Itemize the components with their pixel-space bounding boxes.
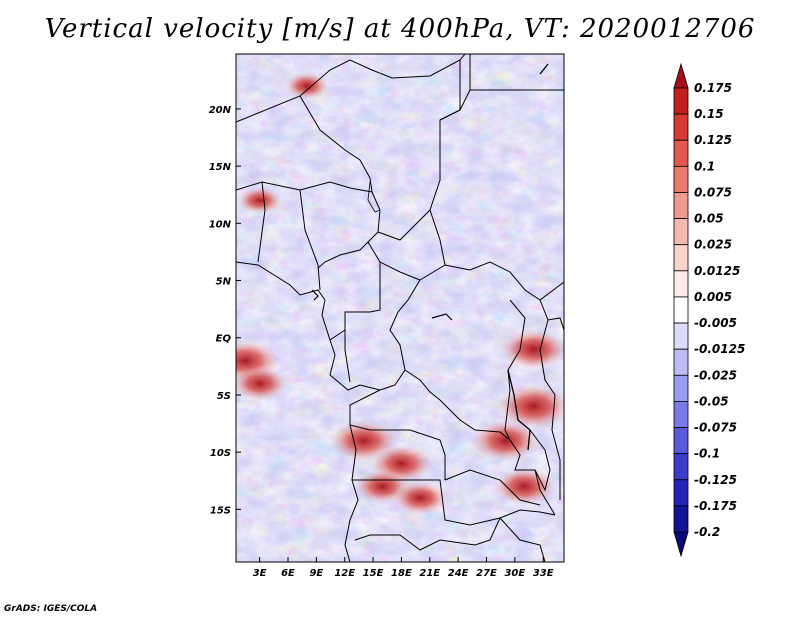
lat-label-5N: 5N: [216, 277, 232, 288]
colorbar-label: 0.15: [694, 107, 724, 121]
colorbar-segment-12: [673, 401, 689, 428]
colorbar-label: 0.175: [694, 81, 732, 95]
updraft-region-11: [237, 186, 282, 214]
colorbar: 0.175 0.15 0.125 0.1 0.075 0.05 0.025 0.0125 0.0…: [673, 62, 745, 558]
map-frame: [235, 53, 565, 563]
lat-label-15N: 15N: [209, 162, 232, 173]
lon-label-27E: 27E: [476, 568, 497, 579]
colorbar-label: 0.05: [694, 212, 724, 226]
colorbar-label: -0.2: [694, 525, 720, 539]
lon-label-18E: 18E: [391, 568, 412, 579]
lon-label-9E: 9E: [309, 568, 323, 579]
colorbar-label: -0.0125: [694, 342, 745, 356]
lon-label-30E: 30E: [504, 568, 525, 579]
lat-label-10S: 10S: [210, 448, 231, 459]
lat-label-15S: 15S: [210, 505, 231, 516]
lon-label-6E: 6E: [281, 568, 295, 579]
colorbar-label: 0.075: [694, 185, 732, 199]
chart-title: Vertical velocity [m/s] at 400hPa, VT: 2…: [44, 14, 756, 44]
colorbar-segment-0: [673, 87, 689, 115]
updraft-region-1: [236, 366, 288, 401]
colorbar-segment-11: [673, 374, 689, 402]
colorbar-segment-9: [673, 322, 689, 350]
colorbar-label: 0.0125: [694, 264, 740, 278]
colorbar-label: -0.005: [694, 316, 737, 330]
lon-label-21E: 21E: [419, 568, 440, 579]
colorbar-segment-4: [673, 192, 689, 219]
lon-label-3E: 3E: [253, 568, 267, 579]
colorbar-label: -0.175: [694, 499, 737, 513]
lat-label-5S: 5S: [217, 391, 231, 402]
updraft-region-7: [499, 328, 564, 370]
lon-label-24E: 24E: [448, 568, 469, 579]
velocity-field: [236, 54, 564, 562]
updraft-region-8: [493, 467, 556, 506]
colorbar-segment-1: [673, 113, 689, 141]
grads-credit: GrADS: IGES/COLA: [4, 604, 98, 614]
colorbar-segment-7: [673, 270, 689, 298]
colorbar-segment-10: [673, 348, 689, 376]
lon-label-12E: 12E: [334, 568, 355, 579]
colorbar-label: 0.1: [694, 159, 715, 173]
colorbar-label: 0.125: [694, 133, 732, 147]
colorbar-label: -0.025: [694, 368, 737, 382]
lon-label-33E: 33E: [533, 568, 554, 579]
colorbar-segment-8: [673, 296, 689, 324]
colorbar-label: -0.1: [694, 447, 720, 461]
country-borders: [236, 54, 564, 562]
updraft-region-9: [392, 480, 449, 515]
colorbar-min-arrow: [673, 531, 689, 558]
colorbar-label: 0.025: [694, 238, 732, 252]
colorbar-label: 0.005: [694, 290, 732, 304]
colorbar-segment-2: [673, 139, 689, 167]
colorbar-max-arrow: [673, 62, 689, 89]
colorbar-segment-13: [673, 427, 689, 455]
colorbar-segment-16: [673, 505, 689, 533]
colorbar-segment-5: [673, 218, 689, 246]
lat-label-EQ: EQ: [216, 334, 232, 345]
updraft-region-5: [471, 420, 540, 462]
lat-label-20N: 20N: [209, 105, 232, 116]
colorbar-label: -0.125: [694, 473, 737, 487]
lat-label-10N: 10N: [209, 219, 232, 230]
colorbar-segment-6: [673, 244, 689, 272]
colorbar-segment-14: [673, 453, 689, 481]
colorbar-segment-15: [673, 479, 689, 507]
colorbar-label: -0.075: [694, 421, 737, 435]
axis-ticks: 3E 6E 9E 12E 15E 18E 21E 24E 27E 30E 33E 20N 15N 10N 5…: [209, 105, 554, 579]
colorbar-segment-3: [673, 165, 689, 193]
lon-label-15E: 15E: [363, 568, 384, 579]
updraft-region-10: [284, 72, 329, 100]
colorbar-label: -0.05: [694, 394, 729, 408]
